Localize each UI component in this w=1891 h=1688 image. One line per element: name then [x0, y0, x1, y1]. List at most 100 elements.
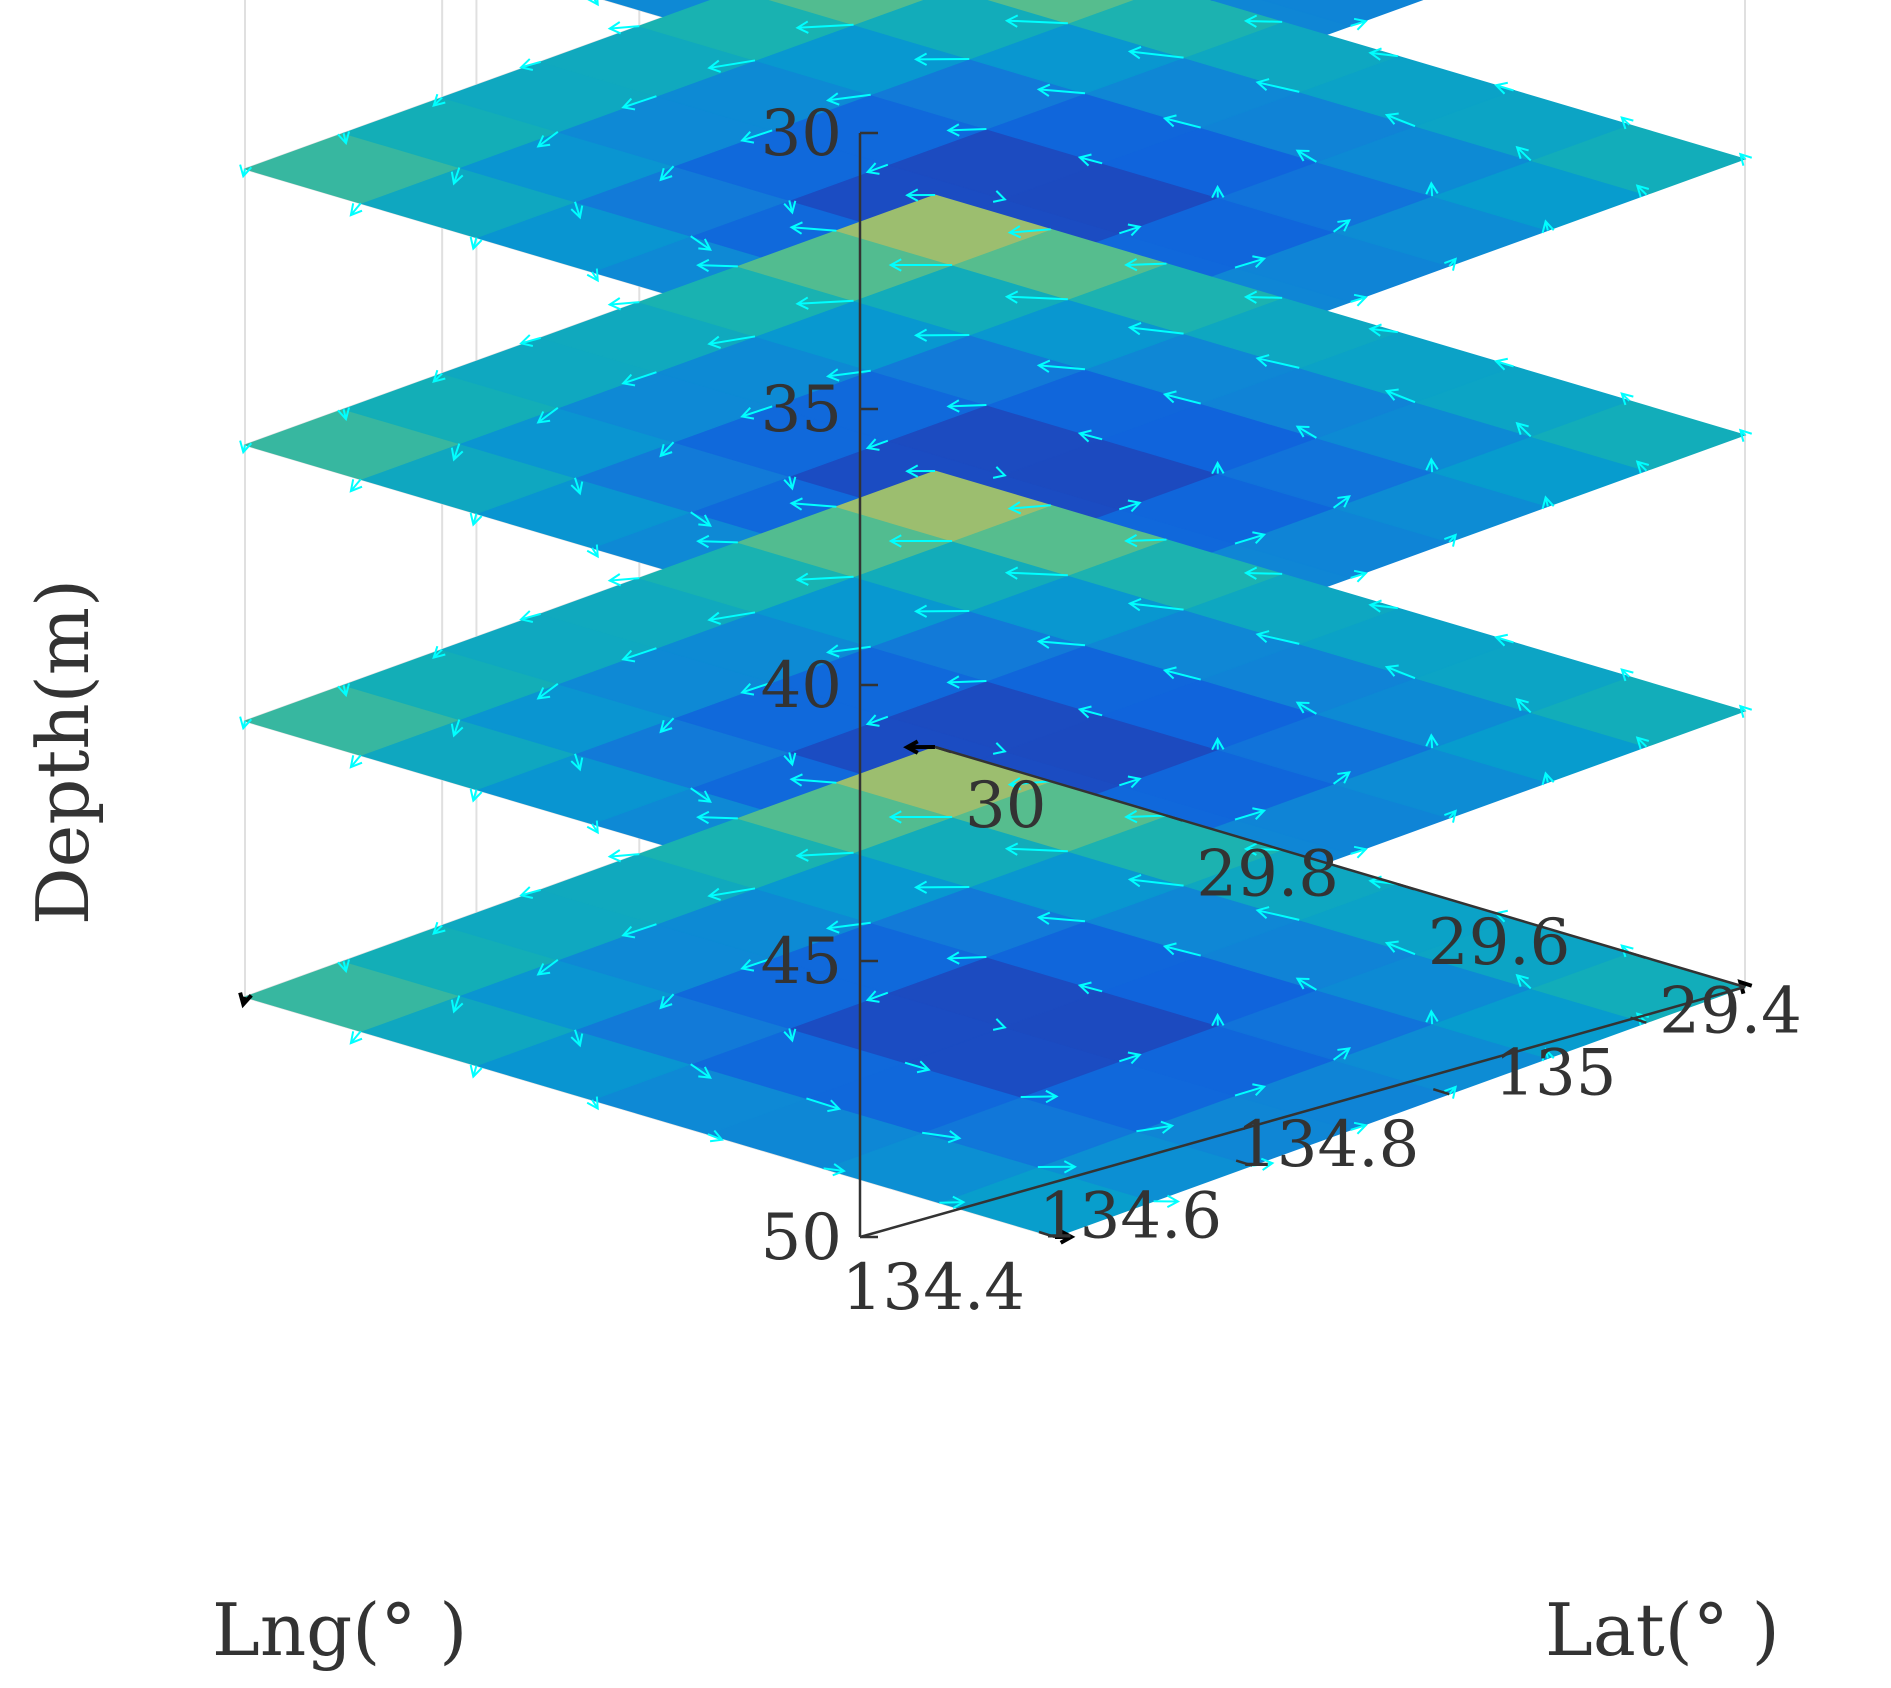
y-axis-line [934, 745, 1746, 989]
vector-arrowhead [432, 93, 446, 108]
y-tick [1166, 814, 1183, 822]
vector-arrow [452, 167, 461, 184]
vector-arrowhead [707, 59, 721, 73]
vector-arrowhead [992, 1018, 1007, 1031]
vector-arrowhead [789, 221, 803, 235]
vector-arrow [709, 335, 756, 345]
vector-arrow [1636, 460, 1648, 472]
vector-arrow [537, 407, 559, 424]
vector-arrowhead [992, 742, 1007, 755]
x-tick [1038, 1230, 1056, 1239]
vector-arrowhead [1124, 533, 1138, 548]
vector-arrowhead [888, 258, 902, 272]
vector-arrow [1234, 1085, 1265, 1097]
vector-arrow [1129, 326, 1184, 335]
vector-arrow [1038, 916, 1086, 923]
vector-arrowhead [450, 447, 464, 462]
z-tick-label: 40 [761, 649, 842, 723]
vector-arrow [609, 577, 640, 582]
surface-cell [1261, 0, 1424, 27]
vector-arrowhead [707, 335, 721, 349]
vector-arrowhead [659, 719, 673, 734]
y-tick-label: 30 [965, 769, 1046, 843]
vector-arrowhead [783, 1028, 797, 1043]
vector-arrowhead [349, 1031, 363, 1045]
vector-arrow [690, 1063, 711, 1079]
vector-arrowhead [450, 171, 464, 186]
vector-arrowhead [698, 790, 712, 803]
vector-arrowhead [1353, 17, 1368, 31]
vector-arrow [1386, 666, 1416, 680]
vector-arrow [659, 441, 675, 457]
x-tick-label: 135 [1494, 1037, 1616, 1111]
vector-arrowhead [1515, 145, 1529, 160]
z-tick-label: 30 [761, 97, 842, 171]
vector-arrow [948, 128, 987, 132]
vector-arrowhead [432, 369, 446, 384]
vector-arrow [698, 264, 738, 268]
vector-arrowhead [586, 820, 599, 835]
vector-arrowhead [913, 604, 928, 618]
vector-arrowhead [536, 411, 551, 424]
vector-arrowhead [349, 755, 363, 769]
vector-arrowhead [1260, 1157, 1275, 1171]
vector-arrow [1245, 571, 1283, 575]
vector-arrow [1136, 1124, 1173, 1133]
vector-arrowhead [698, 1066, 712, 1079]
vector-arrowhead [905, 188, 919, 202]
vector-arrowhead [1620, 392, 1634, 406]
vector-arrow [1495, 360, 1514, 368]
surface-cell [768, 0, 924, 26]
vector-arrowhead [1515, 973, 1529, 988]
vector-arrowhead [825, 920, 840, 934]
vector-arrowhead [946, 399, 960, 413]
vector-arrowhead [1384, 940, 1399, 953]
vector-arrowhead [432, 921, 446, 936]
vector-arrow [797, 851, 854, 857]
vector-arrowhead [1127, 46, 1142, 60]
vector-arrowhead [659, 995, 673, 1010]
vector-arrowhead [795, 848, 809, 862]
vector-arrowhead [1127, 775, 1142, 789]
vector-arrow [1038, 88, 1086, 95]
vector-arrow [1006, 19, 1068, 25]
vector-arrow [1386, 942, 1416, 956]
vector-arrowhead [450, 999, 464, 1014]
vector-arrowhead [740, 130, 755, 144]
vector-arrowhead [607, 21, 622, 35]
vector-arrow [1257, 357, 1300, 369]
vector-arrowhead [239, 164, 253, 179]
vector-arrowhead [1211, 1012, 1225, 1027]
vector-arrowhead [1425, 181, 1439, 195]
vector-arrowhead [698, 238, 712, 251]
y-tick [1397, 882, 1415, 891]
vector-arrow [806, 1097, 840, 1110]
vector-arrow [1257, 81, 1300, 93]
vector-arrowhead [698, 514, 712, 527]
vector-arrow [1164, 669, 1201, 681]
vector-arrow [1332, 771, 1350, 785]
vector-arrowhead [1384, 388, 1399, 401]
vector-arrowhead [1425, 1009, 1439, 1023]
vector-arrow [1245, 19, 1283, 23]
vector-arrow [1350, 1124, 1367, 1131]
vector-arrow [1006, 571, 1068, 577]
vector-arrowhead [586, 268, 599, 283]
vector-arrowhead [946, 951, 960, 965]
vector-arrowhead [783, 752, 797, 767]
vector-arrowhead [1243, 842, 1258, 856]
vector-arrowhead [1077, 429, 1092, 443]
vector-arrowhead [659, 443, 673, 458]
vector-arrowhead [570, 205, 584, 220]
vector-arrow [797, 299, 854, 305]
vector-arrowhead [1036, 83, 1051, 97]
vector-arrow [659, 717, 675, 733]
vector-arrow [1164, 117, 1201, 129]
vector-arrowhead [913, 880, 928, 894]
x-tick-label: 134.4 [842, 1251, 1025, 1325]
y-tick [1628, 951, 1646, 959]
vector-arrowhead [621, 925, 636, 939]
vector-arrow [1126, 814, 1167, 818]
vector-arrow [1370, 603, 1398, 610]
